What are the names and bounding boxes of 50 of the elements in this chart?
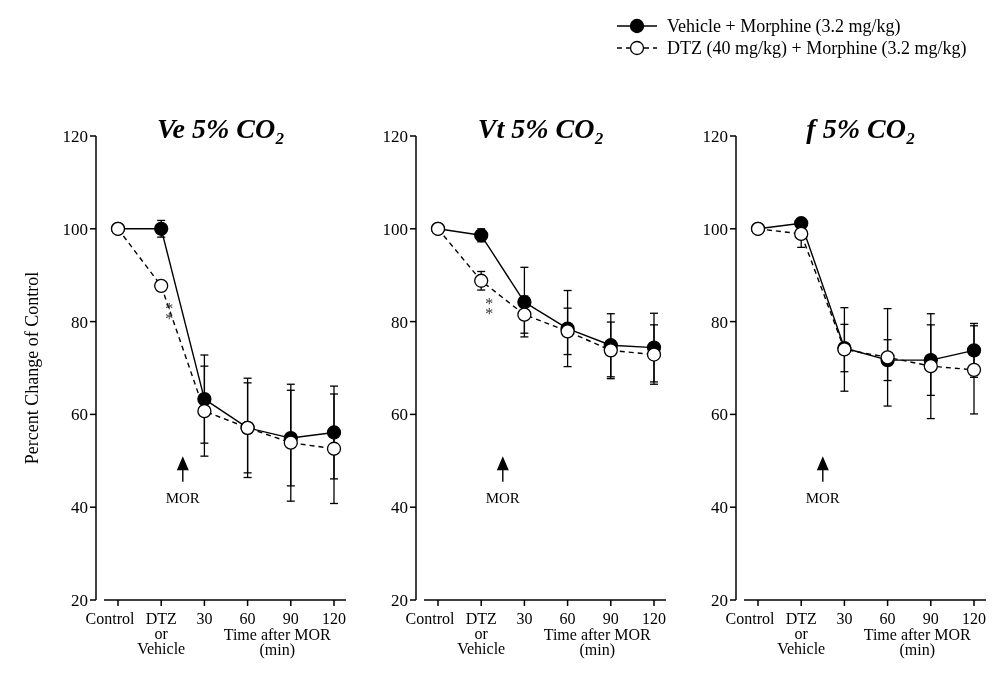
x-tick-label: 120 <box>642 610 666 627</box>
chart-title: Ve 5% CO₂ <box>157 113 285 144</box>
y-tick-label: 60 <box>391 405 408 425</box>
x-tick-label: 120 <box>322 610 346 627</box>
x-tick-label: Control <box>85 610 135 627</box>
y-axis-title: Percent Change of Control <box>22 271 42 465</box>
x-tick-label: 90 <box>922 610 939 627</box>
y-tick-label: 80 <box>391 312 408 332</box>
x-axis-title: Time after MOR (min) <box>863 626 971 659</box>
x-axis-title: Time after MOR (min) <box>543 626 651 659</box>
legend-label: DTZ (40 mg/kg) + Morphine (3.2 mg/kg) <box>667 38 967 59</box>
y-tick-label: 40 <box>71 498 88 518</box>
annotation: MOR <box>485 489 520 506</box>
x-tick-label: DTZ or Vehicle <box>137 610 186 657</box>
y-tick-label: 100 <box>382 219 408 239</box>
x-axis-title: Time after MOR (min) <box>223 626 331 659</box>
y-tick-label: 60 <box>711 405 728 425</box>
x-tick-label: 90 <box>602 610 619 627</box>
x-tick-label: Control <box>725 610 775 627</box>
y-tick-label: 120 <box>702 127 728 146</box>
y-tick-label: 60 <box>71 405 88 425</box>
x-tick-label: 60 <box>879 610 896 627</box>
x-tick-label: DTZ or Vehicle <box>777 610 826 657</box>
y-tick-label: 80 <box>711 312 728 332</box>
chart-title: f 5% CO₂ <box>806 113 916 144</box>
annotation: MOR <box>805 489 840 506</box>
y-tick-label: 120 <box>382 127 408 146</box>
chart-title: Vt 5% CO₂ <box>477 113 605 144</box>
x-tick-label: 30 <box>516 610 533 627</box>
annotation: ** <box>485 294 494 322</box>
x-tick-label: 30 <box>836 610 853 627</box>
annotation: ** <box>165 299 174 327</box>
y-tick-label: 20 <box>71 591 88 610</box>
y-tick-label: 40 <box>391 498 408 518</box>
x-tick-label: 60 <box>559 610 576 627</box>
legend-label: Vehicle + Morphine (3.2 mg/kg) <box>667 16 901 37</box>
y-tick-label: 80 <box>71 312 88 332</box>
y-tick-label: 20 <box>711 591 728 610</box>
x-tick-label: 60 <box>239 610 256 627</box>
x-tick-label: 120 <box>962 610 986 627</box>
x-tick-label: 90 <box>282 610 299 627</box>
y-tick-label: 20 <box>391 591 408 610</box>
x-tick-label: DTZ or Vehicle <box>457 610 506 657</box>
annotation: MOR <box>165 489 200 506</box>
y-tick-label: 120 <box>62 127 88 146</box>
x-tick-label: Control <box>405 610 455 627</box>
y-tick-label: 100 <box>702 219 728 239</box>
x-tick-label: 30 <box>196 610 213 627</box>
y-tick-label: 40 <box>711 498 728 518</box>
y-tick-label: 100 <box>62 219 88 239</box>
